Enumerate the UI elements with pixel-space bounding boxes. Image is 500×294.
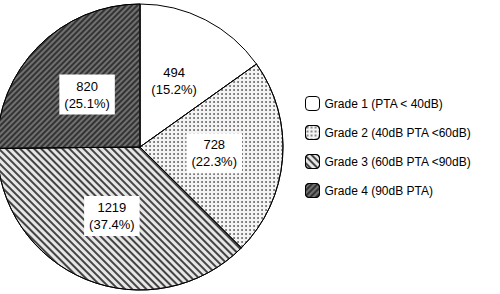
svg-text:Grade 4 (90dB PTA): Grade 4 (90dB PTA) [325, 184, 434, 198]
svg-text:(22.3%): (22.3%) [191, 154, 237, 169]
svg-text:Grade 1 (PTA < 40dB): Grade 1 (PTA < 40dB) [325, 97, 443, 111]
svg-text:820: 820 [76, 79, 98, 94]
svg-text:494: 494 [163, 65, 185, 80]
svg-text:(37.4%): (37.4%) [89, 217, 135, 232]
svg-text:728: 728 [203, 137, 225, 152]
svg-text:(25.1%): (25.1%) [64, 96, 110, 111]
svg-text:(15.2%): (15.2%) [151, 82, 197, 97]
svg-text:Grade 3 (60dB PTA <90dB): Grade 3 (60dB PTA <90dB) [325, 155, 471, 169]
svg-text:1219: 1219 [97, 200, 126, 215]
svg-text:Grade 2 (40dB PTA <60dB): Grade 2 (40dB PTA <60dB) [325, 126, 471, 140]
